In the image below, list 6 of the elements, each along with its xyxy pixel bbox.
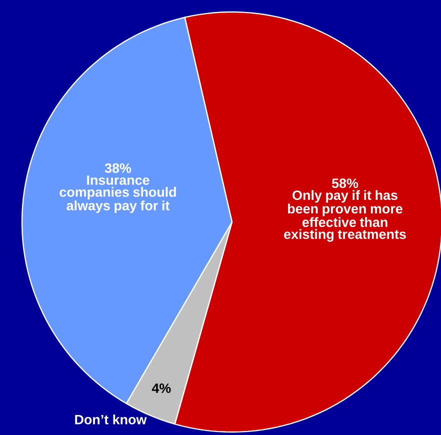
slice-label: Don’t know [75, 414, 147, 424]
data-label: 4% [152, 383, 171, 393]
data-label: 58% [332, 178, 358, 188]
slice-label: Insurance companies should always pay for it [60, 175, 176, 214]
slice-label: Only pay if it has been proven more effective than existing treatments [284, 190, 406, 242]
data-label: 38% [104, 163, 132, 173]
